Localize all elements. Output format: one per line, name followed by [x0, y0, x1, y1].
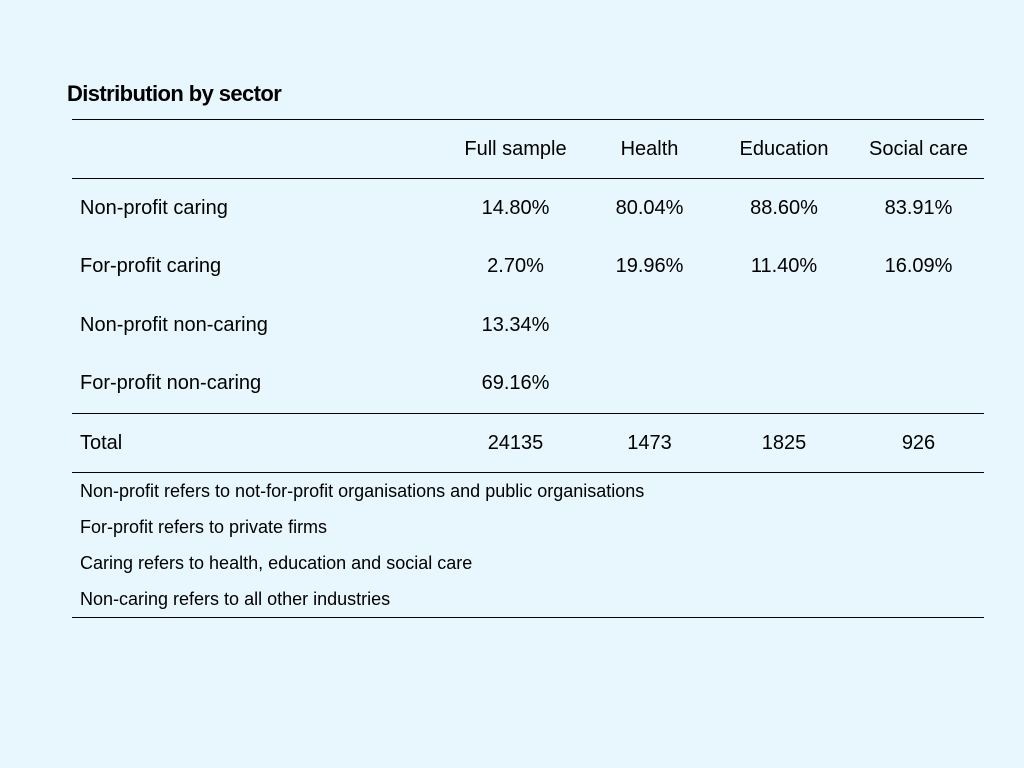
total-label: Total [72, 413, 447, 473]
cell-health: 80.04% [615, 196, 684, 219]
distribution-table-container: Full sample Health Education Social care… [72, 119, 984, 618]
total-social-care: 926 [853, 413, 984, 473]
cell-full-sample: 14.80% [481, 196, 550, 219]
table-note: Non-profit refers to not-for-profit orga… [80, 480, 645, 501]
cell-health: 19.96% [615, 255, 684, 278]
note-row: Non-profit refers to not-for-profit orga… [72, 473, 984, 510]
cell-education: 11.40% [750, 255, 818, 278]
total-full-sample: 24135 [447, 413, 584, 473]
header-cell-health: Health [584, 119, 715, 179]
table-note: Non-caring refers to all other industrie… [72, 581, 984, 618]
table-row: For-profit caring 2.70% 19.96% 11.40% 16… [72, 238, 984, 297]
cell-health [584, 355, 715, 414]
row-label: Non-profit caring [80, 196, 228, 219]
table-row: For-profit non-caring 69.16% [72, 355, 984, 414]
table-note: Caring refers to health, education and s… [80, 552, 473, 573]
total-health: 1473 [584, 413, 715, 473]
cell-social-care [853, 296, 984, 355]
header-cell-social-care: Social care [853, 119, 984, 179]
header-cell-education: Education [715, 119, 853, 179]
table-row: Non-profit caring 14.80% 80.04% 88.60% 8… [72, 179, 984, 238]
distribution-table: Full sample Health Education Social care… [72, 119, 984, 618]
note-row: For-profit refers to private firms [72, 509, 984, 545]
cell-full-sample: 13.34% [481, 313, 550, 336]
row-label: For-profit caring [80, 255, 222, 278]
cell-social-care [853, 355, 984, 414]
total-education: 1825 [715, 413, 853, 473]
cell-full-sample: 2.70% [487, 255, 544, 278]
header-cell-label [72, 119, 447, 179]
cell-education [715, 296, 853, 355]
note-row: Non-caring refers to all other industrie… [72, 581, 984, 618]
row-label: Non-profit non-caring [80, 313, 268, 336]
header-cell-full-sample: Full sample [447, 119, 584, 179]
cell-social-care: 83.91% [884, 196, 953, 219]
table-row: Non-profit non-caring 13.34% [72, 296, 984, 355]
page-title: Distribution by sector [67, 81, 282, 106]
cell-social-care: 16.09% [884, 255, 953, 278]
total-row: Total 24135 1473 1825 926 [72, 413, 984, 473]
cell-health [584, 296, 715, 355]
cell-education: 88.60% [750, 196, 818, 219]
cell-full-sample: 69.16% [481, 372, 550, 395]
table-header-row: Full sample Health Education Social care [72, 119, 984, 179]
table-note: For-profit refers to private firms [80, 516, 328, 537]
note-row: Caring refers to health, education and s… [72, 545, 984, 581]
row-label: For-profit non-caring [80, 372, 262, 395]
cell-education [715, 355, 853, 414]
